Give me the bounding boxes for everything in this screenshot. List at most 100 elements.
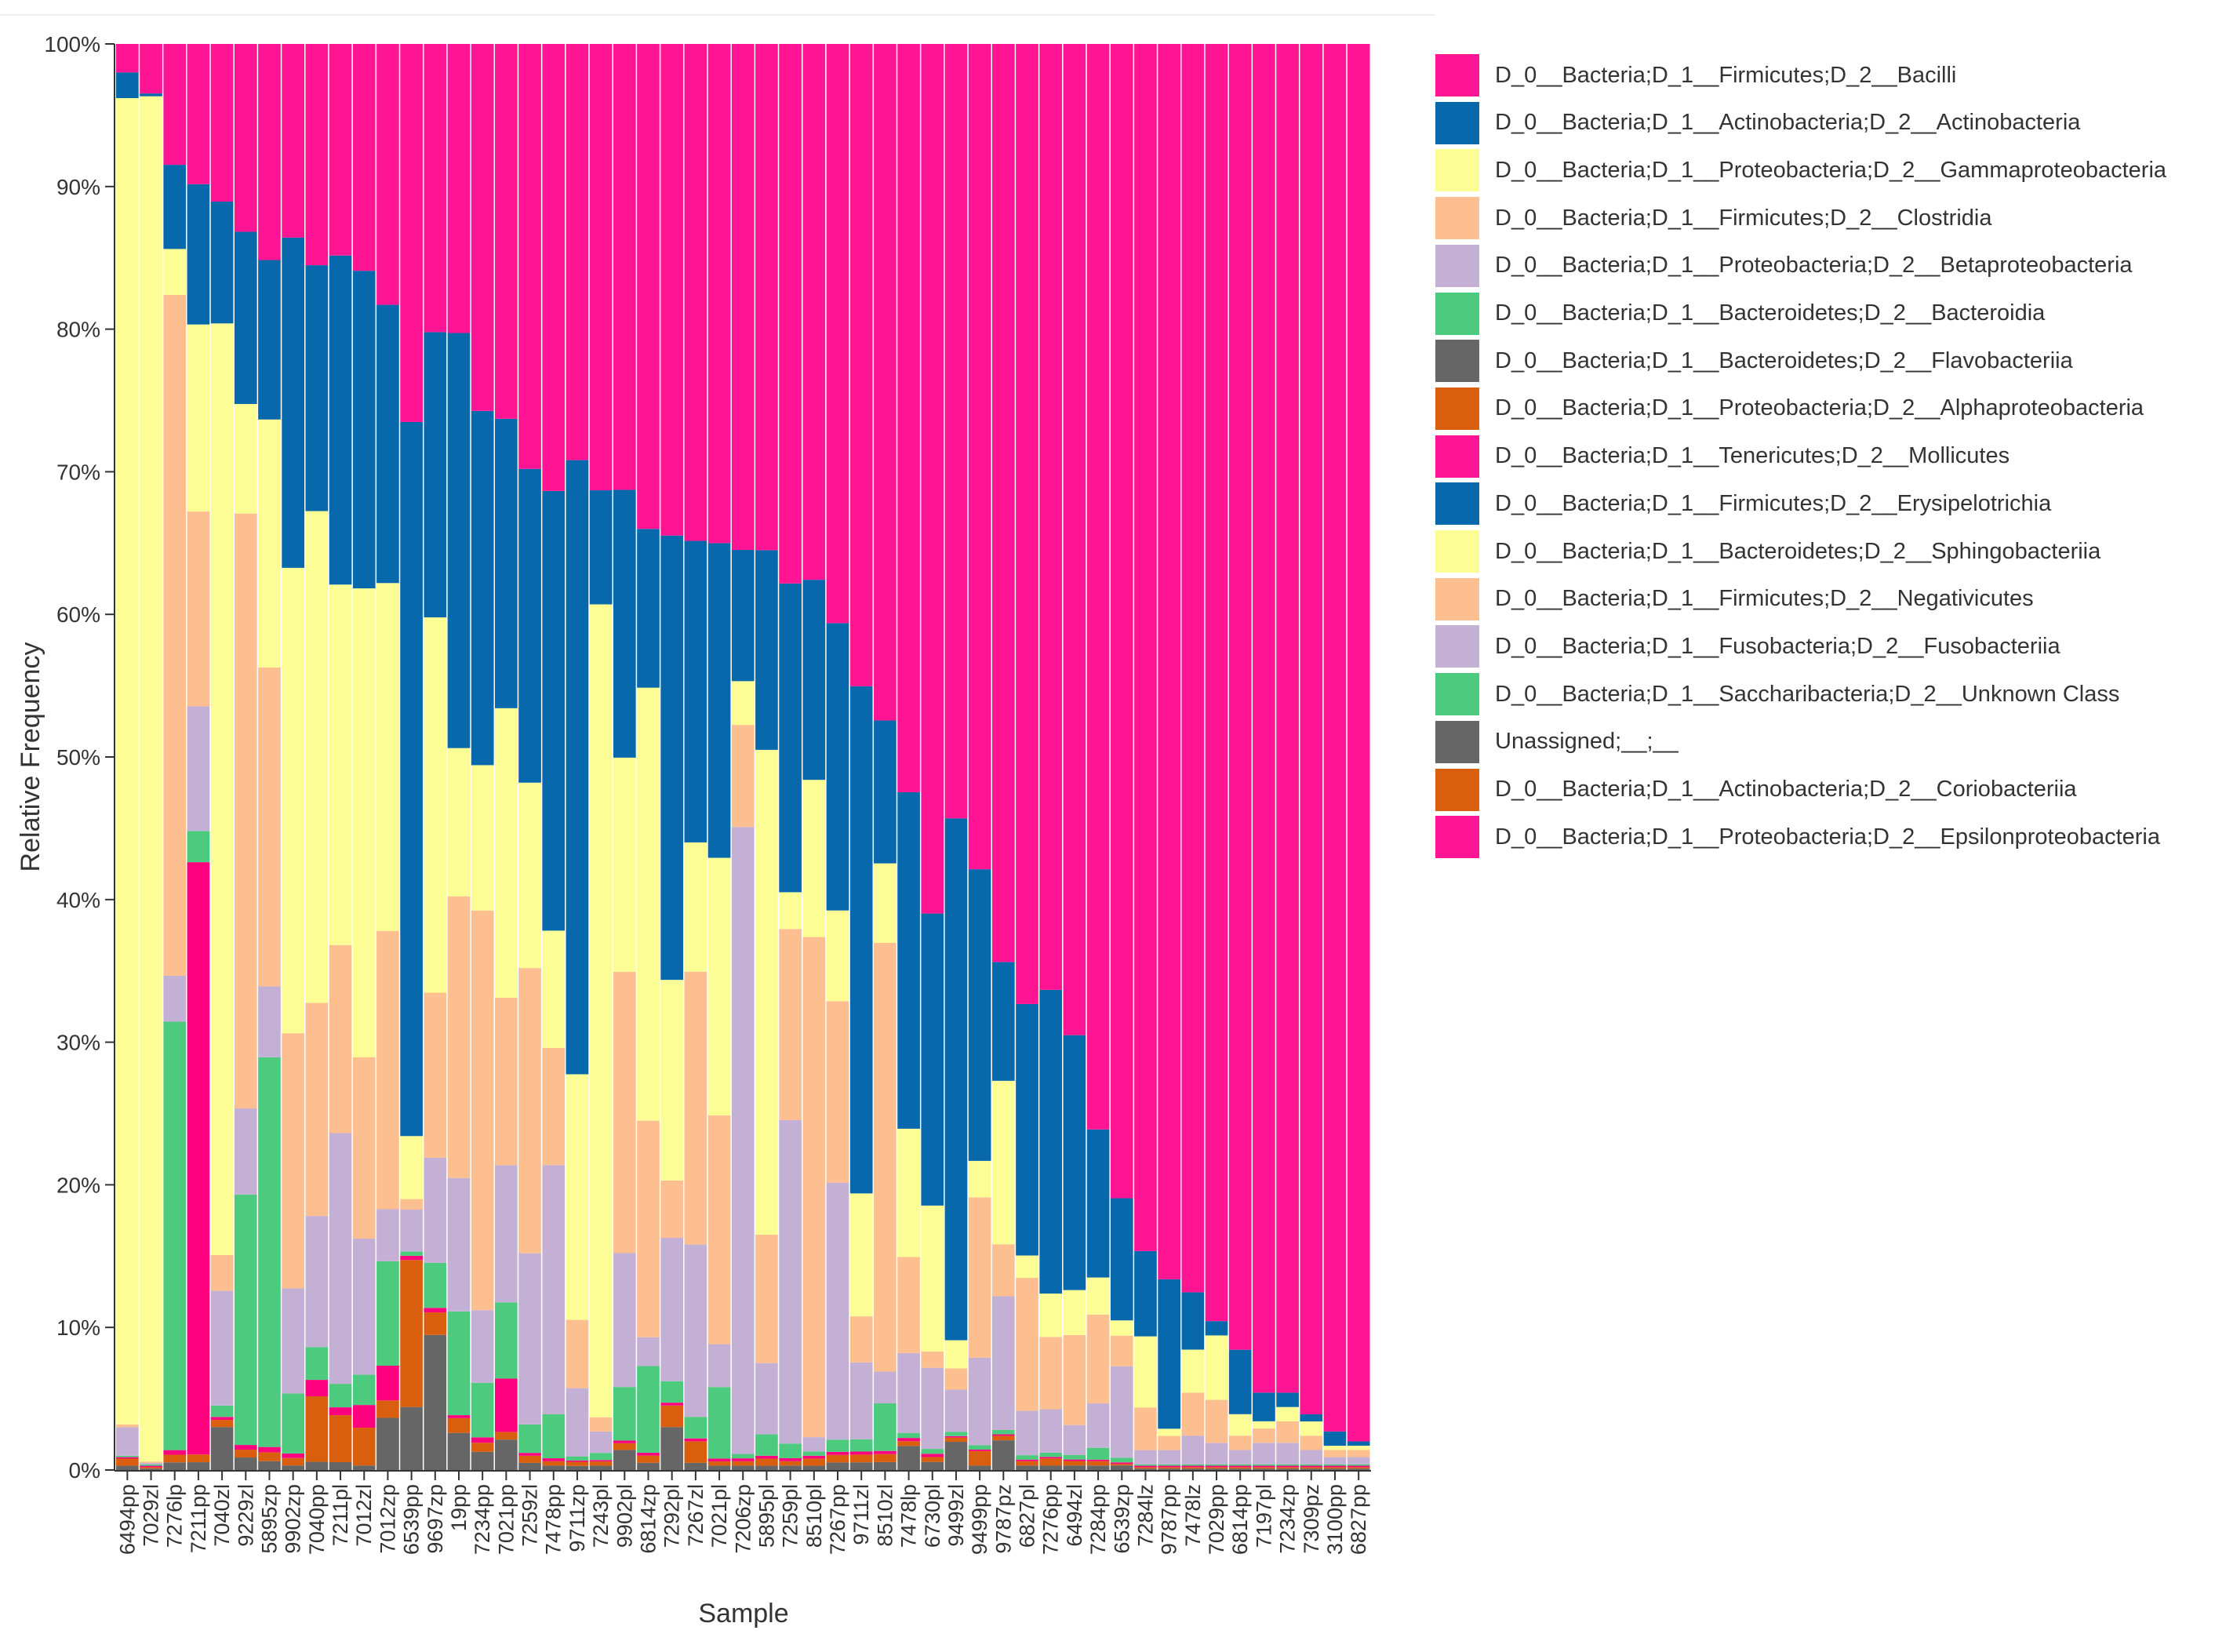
- bar-segment: [566, 1465, 589, 1470]
- x-tick-label: 7029zl: [140, 1484, 163, 1547]
- bar-segment: [1253, 1421, 1275, 1429]
- bar-segment: [684, 1462, 707, 1470]
- bar-segment: [447, 44, 471, 333]
- bar-segment: [921, 1205, 944, 1352]
- bar-segment: [1276, 1467, 1299, 1469]
- bar-segment: [566, 1461, 589, 1466]
- bar-segment: [707, 44, 731, 544]
- bar-segment: [1039, 1465, 1063, 1470]
- bar-segment: [637, 1452, 660, 1456]
- bar-segment: [305, 44, 329, 266]
- bar-segment: [707, 543, 731, 858]
- bar-segment: [566, 1319, 589, 1388]
- bar-segment: [1276, 1464, 1299, 1466]
- bar-segment: [400, 1199, 423, 1210]
- bar-segment: [802, 1455, 826, 1459]
- bar-segment: [495, 1432, 518, 1440]
- bar-segment: [637, 44, 660, 529]
- bar-segment: [566, 1388, 589, 1457]
- bar-segment: [921, 1367, 944, 1450]
- bar-segment: [1253, 44, 1275, 1393]
- bar-segment: [1134, 44, 1157, 1251]
- bar-segment: [849, 44, 873, 686]
- bar-segment: [1323, 1467, 1347, 1469]
- bar-segment: [731, 725, 755, 828]
- bar-segment: [1158, 1435, 1180, 1450]
- bar-segment: [116, 98, 139, 1425]
- bar-segment: [802, 1437, 826, 1452]
- bar-segment: [471, 1310, 494, 1383]
- x-tick-label: 7267pp: [826, 1484, 849, 1555]
- bar-segment: [968, 1160, 991, 1198]
- x-tick-label: 6827pp: [1347, 1484, 1370, 1555]
- y-tick-label: 30%: [56, 1031, 100, 1055]
- bar-segment: [376, 930, 399, 1210]
- bar-segment: [613, 489, 636, 758]
- x-tick-label: 9902zp: [282, 1484, 305, 1554]
- bar-segment: [1181, 44, 1205, 1293]
- bar-segment: [566, 1456, 589, 1461]
- bar-segment: [376, 304, 399, 584]
- bar-segment: [1039, 44, 1063, 990]
- y-tick-label: 10%: [56, 1315, 100, 1340]
- bar-segment: [1276, 1392, 1299, 1407]
- x-tick-label: 7040pp: [305, 1484, 329, 1555]
- bar-segment: [424, 1334, 447, 1470]
- bar-segment: [234, 1457, 257, 1470]
- bar-segment: [1300, 1450, 1323, 1465]
- bar-segment: [991, 1434, 1015, 1436]
- bar-segment: [1228, 1464, 1252, 1466]
- bar-segment: [258, 44, 281, 260]
- bar-segment: [660, 1381, 684, 1403]
- bar-segment: [1158, 1450, 1180, 1465]
- bar-segment: [1205, 1443, 1228, 1465]
- bar-segment: [1063, 1035, 1086, 1290]
- bar-segment: [282, 1033, 305, 1289]
- x-tick-label: 7276lp: [163, 1484, 187, 1548]
- legend-label: D_0__Bacteria;D_1__Firmicutes;D_2__Erysi…: [1495, 490, 2052, 516]
- bar-segment: [424, 44, 447, 333]
- bar-segment: [1205, 1399, 1228, 1443]
- bar-segment: [187, 831, 210, 863]
- bar-segment: [376, 44, 399, 305]
- y-axis: 0% 10% 20% 30% 40% 50% 60% 70% 80% 90% 100%: [44, 32, 115, 1483]
- bar-segment: [1086, 1129, 1110, 1278]
- bar-segment: [163, 1454, 187, 1463]
- bar-segment: [1039, 1457, 1063, 1459]
- bar-segment: [1158, 1464, 1180, 1466]
- bar-segment: [968, 1449, 991, 1451]
- bar-segment: [1323, 1431, 1347, 1446]
- bar-segment: [1110, 1465, 1133, 1470]
- y-tick-label: 60%: [56, 602, 100, 627]
- x-tick-label: 8510zl: [873, 1484, 897, 1547]
- legend-item: D_0__Bacteria;D_1__Proteobacteria;D_2__E…: [1435, 815, 2160, 859]
- bar-segment: [1300, 1414, 1323, 1422]
- bar-segment: [1347, 1465, 1370, 1468]
- x-tick-label: 7259zl: [518, 1484, 542, 1547]
- bar-segment: [282, 567, 305, 1034]
- bar-segment: [542, 1414, 566, 1459]
- legend-label: D_0__Bacteria;D_1__Saccharibacteria;D_2_…: [1495, 681, 2120, 707]
- bar-segment: [660, 980, 684, 1181]
- bar-segment: [352, 1465, 376, 1470]
- bar-segment: [234, 44, 257, 232]
- bar-segment: [755, 44, 778, 551]
- bar-segment: [660, 1238, 684, 1381]
- bar-segment: [897, 1128, 920, 1257]
- bar-segment: [1323, 1457, 1347, 1465]
- bar-segment: [471, 1451, 494, 1470]
- bar-segment: [116, 1465, 139, 1470]
- bar-segment: [495, 997, 518, 1166]
- bar-segment: [1347, 1467, 1370, 1469]
- x-axis-title: Sample: [698, 1599, 788, 1628]
- x-tick-label: 7021pp: [494, 1484, 518, 1555]
- bar-segment: [258, 260, 281, 420]
- bar-segment: [707, 1344, 731, 1388]
- legend-label: D_0__Bacteria;D_1__Actinobacteria;D_2__A…: [1495, 110, 2081, 136]
- bar-segment: [400, 1209, 423, 1252]
- bar-segment: [779, 1443, 802, 1458]
- bar-segment: [1253, 1464, 1275, 1466]
- bar-segment: [991, 1244, 1015, 1297]
- bar-segment: [637, 1337, 660, 1366]
- bar-segment: [684, 540, 707, 842]
